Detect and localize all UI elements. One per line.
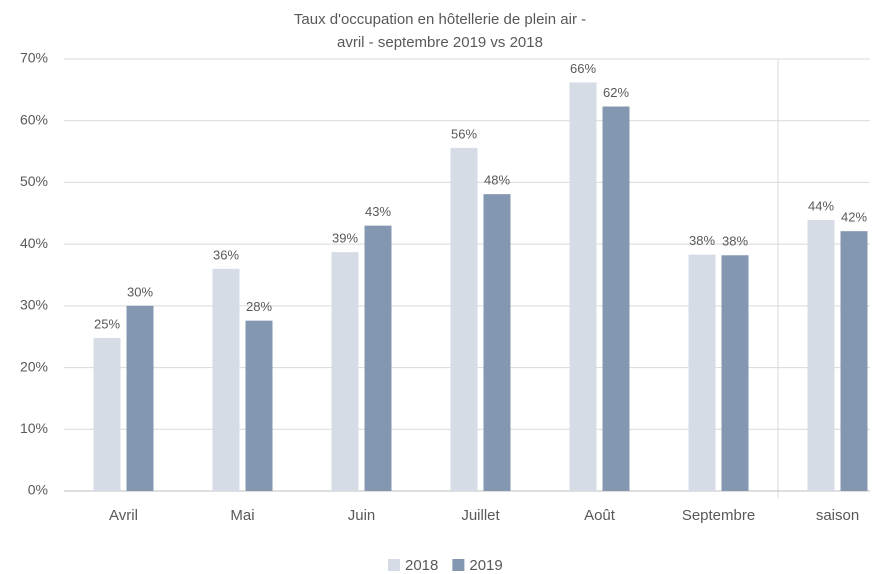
- bar: [245, 320, 273, 491]
- legend-label: 2019: [469, 557, 502, 574]
- y-tick-label: 10%: [20, 420, 48, 436]
- bar: [212, 268, 240, 491]
- value-label: 44%: [808, 199, 834, 214]
- x-tick-label: Mai: [230, 507, 254, 524]
- x-tick-label: Septembre: [682, 507, 755, 524]
- y-tick-label: 20%: [20, 358, 48, 374]
- value-label: 25%: [94, 316, 120, 331]
- y-tick-label: 40%: [20, 235, 48, 251]
- legend-label: 2018: [405, 557, 438, 574]
- y-tick-label: 50%: [20, 173, 48, 189]
- bar: [807, 220, 835, 491]
- value-label: 66%: [570, 61, 596, 76]
- y-tick-label: 70%: [20, 50, 48, 66]
- value-label: 36%: [213, 247, 239, 262]
- bar: [721, 255, 749, 491]
- chart-title: Taux d'occupation en hôtellerie de plein…: [294, 11, 586, 28]
- y-tick-label: 0%: [28, 482, 48, 498]
- legend-swatch: [452, 559, 465, 571]
- value-label: 48%: [484, 173, 510, 188]
- value-label: 43%: [365, 204, 391, 219]
- bar: [126, 305, 154, 491]
- x-tick-label: Août: [584, 507, 616, 524]
- bar: [602, 106, 630, 492]
- y-tick-label: 60%: [20, 111, 48, 127]
- value-label: 62%: [603, 85, 629, 100]
- bar: [840, 231, 868, 491]
- chart-title: avril - septembre 2019 vs 2018: [337, 34, 543, 51]
- bar: [93, 337, 121, 491]
- y-tick-label: 30%: [20, 297, 48, 313]
- bar: [483, 194, 511, 491]
- value-label: 56%: [451, 126, 477, 141]
- value-label: 30%: [127, 284, 153, 299]
- value-label: 38%: [722, 234, 748, 249]
- x-tick-label: Avril: [109, 507, 138, 524]
- x-tick-label: Juin: [348, 507, 376, 524]
- bar: [364, 225, 392, 491]
- value-label: 39%: [332, 231, 358, 246]
- bar: [450, 147, 478, 491]
- value-label: 38%: [689, 233, 715, 248]
- value-label: 42%: [841, 210, 867, 225]
- legend-swatch: [388, 559, 400, 571]
- bar: [331, 252, 359, 491]
- x-tick-label: Juillet: [461, 507, 500, 524]
- x-tick-label: saison: [816, 507, 859, 524]
- value-label: 28%: [246, 299, 272, 314]
- bar: [688, 254, 716, 491]
- bar: [569, 82, 597, 492]
